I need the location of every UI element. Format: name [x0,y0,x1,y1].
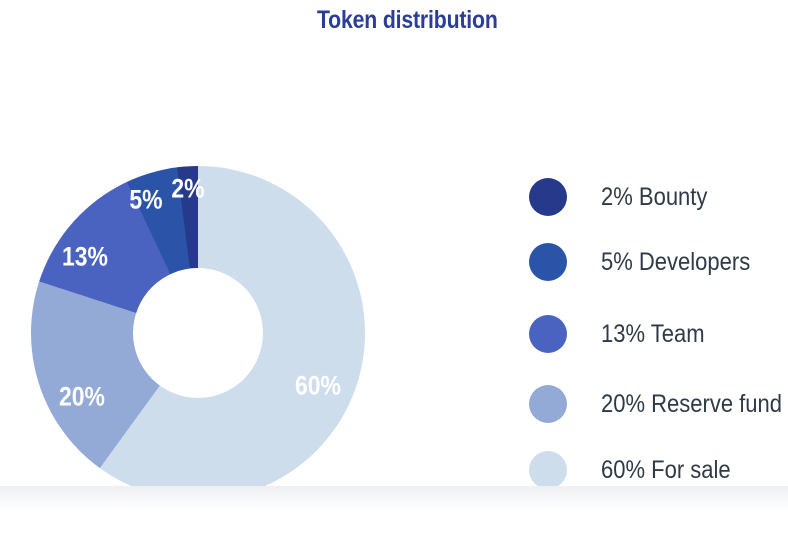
chart-title: Token distribution [316,6,498,34]
slice-label-team: 13% [62,241,108,272]
donut-hole [133,268,263,398]
legend-item-bounty: 2% Bounty [529,177,722,217]
slice-label-reserve-fund: 20% [59,381,105,412]
chart-header: Token distribution [0,6,788,35]
bottom-section-divider [0,486,788,512]
legend-swatch-reserve-fund [529,385,567,423]
legend-swatch-bounty [529,178,567,216]
legend-item-for-sale: 60% For sale [529,450,748,490]
legend-swatch-team [529,315,567,353]
slice-label-bounty: 2% [171,173,205,204]
legend-label-bounty: 2% Bounty [601,183,708,211]
legend-label-for-sale: 60% For sale [601,456,731,484]
legend-item-team: 13% Team [529,314,719,354]
legend-label-team: 13% Team [601,320,705,348]
legend-label-developers: 5% Developers [601,248,751,276]
slice-label-for-sale: 60% [295,370,341,401]
legend-swatch-for-sale [529,451,567,489]
legend-swatch-developers [529,243,567,281]
legend-label-reserve-fund: 20% Reserve fund [601,390,783,418]
legend-item-reserve-fund: 20% Reserve fund [529,384,788,424]
slice-label-developers: 5% [129,184,163,215]
legend-item-developers: 5% Developers [529,242,771,282]
